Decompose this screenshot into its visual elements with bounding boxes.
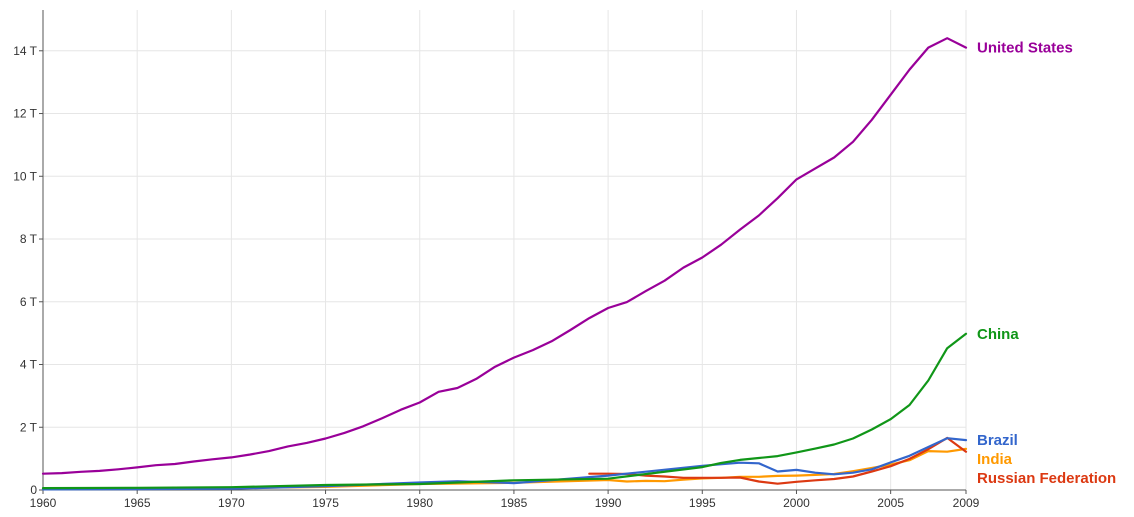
series-line-united-states[interactable]: [41, 37, 968, 475]
x-tick-label: 1965: [124, 496, 151, 510]
series-label-china: China: [977, 326, 1019, 343]
y-tick-label: 6 T: [20, 295, 38, 309]
y-tick-label: 4 T: [20, 358, 38, 372]
series-label-brazil: Brazil: [977, 432, 1018, 449]
x-tick-label: 2009: [953, 496, 980, 510]
x-tick-label: 1960: [30, 496, 57, 510]
y-tick-label: 2 T: [20, 420, 38, 434]
series-line-china[interactable]: [41, 332, 968, 490]
axes: [42, 10, 966, 491]
y-tick-label: 8 T: [20, 232, 38, 246]
x-tick-label: 1995: [689, 496, 716, 510]
x-tick-label: 2000: [783, 496, 810, 510]
y-tick-label: 14 T: [13, 44, 37, 58]
series-label-united-states: United States: [977, 40, 1073, 57]
x-tick-label: 1990: [595, 496, 622, 510]
x-tick-label: 1975: [312, 496, 339, 510]
x-tick-label: 2005: [877, 496, 904, 510]
series-label-india: India: [977, 451, 1013, 468]
y-tick-label: 12 T: [13, 107, 37, 121]
series-labels: United States China Brazil India Russian Fed…: [977, 40, 1116, 488]
tick-labels: 1960 1965 1970 1975 1980 1985 1990 1995 2000 2005…: [13, 44, 979, 510]
y-tick-label: 10 T: [13, 169, 37, 183]
y-tick-label: 0: [30, 483, 37, 497]
series-label-russian-federation: Russian Federation: [977, 470, 1116, 487]
x-tick-label: 1970: [218, 496, 245, 510]
x-tick-label: 1985: [501, 496, 528, 510]
series-lines: [41, 37, 968, 491]
grid: [43, 10, 967, 490]
series-line-russian-federation[interactable]: [588, 436, 968, 485]
x-tick-label: 1980: [406, 496, 433, 510]
